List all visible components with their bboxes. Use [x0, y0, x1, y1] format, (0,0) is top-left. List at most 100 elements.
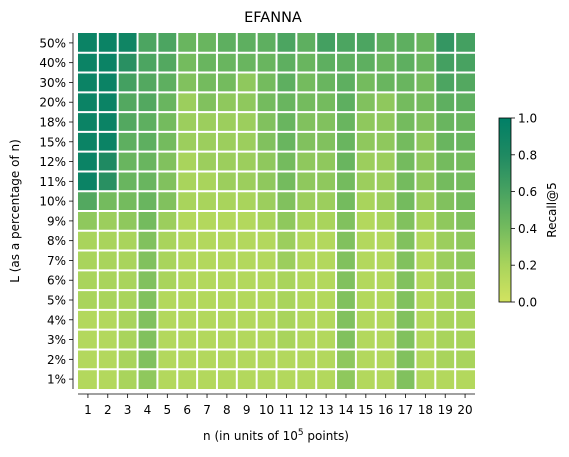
heatmap-cell [177, 369, 197, 389]
heatmap-cell [78, 112, 98, 132]
heatmap-cell [237, 251, 257, 271]
heatmap-cell [336, 171, 356, 191]
heatmap-cell [138, 92, 158, 112]
x-axis-ticks: 1 2 3 4 5 6 7 8 9 10 11 12 13 14 15 16 17 18 19 20 [78, 394, 475, 417]
x-tick-label: 11 [279, 403, 294, 417]
heatmap-cell [356, 171, 376, 191]
heatmap-cell [435, 92, 455, 112]
heatmap-cell [197, 53, 217, 73]
heatmap-cell [177, 330, 197, 350]
heatmap-cell [296, 92, 316, 112]
heatmap-cell [98, 211, 118, 231]
y-tick-label: 6% [47, 274, 66, 288]
heatmap-cell [316, 211, 336, 231]
heatmap-cell [435, 270, 455, 290]
heatmap-cell [336, 53, 356, 73]
heatmap-cell [157, 310, 177, 330]
heatmap-cell [197, 270, 217, 290]
heatmap-cell [217, 53, 237, 73]
heatmap-cell [296, 251, 316, 271]
y-tick-label: 2% [47, 353, 66, 367]
heatmap-cell [98, 290, 118, 310]
heatmap-cell [396, 132, 416, 152]
heatmap-cell [316, 191, 336, 211]
heatmap-cell [177, 191, 197, 211]
heatmap-cell [356, 310, 376, 330]
heatmap-cell [138, 270, 158, 290]
heatmap-cell [396, 211, 416, 231]
heatmap-cell [138, 112, 158, 132]
heatmap-cell [336, 33, 356, 53]
heatmap-cell [376, 73, 396, 93]
heatmap-cell [336, 211, 356, 231]
heatmap-cell [157, 330, 177, 350]
heatmap-cell [435, 132, 455, 152]
heatmap-cell [396, 33, 416, 53]
heatmap-cell [396, 112, 416, 132]
heatmap-cell [396, 310, 416, 330]
heatmap-cell [138, 211, 158, 231]
heatmap-cell [396, 270, 416, 290]
heatmap-cell [118, 290, 138, 310]
y-tick-label: 30% [39, 76, 66, 90]
heatmap-cell [356, 231, 376, 251]
heatmap-cell [78, 73, 98, 93]
heatmap-cell [257, 369, 277, 389]
heatmap-cell [118, 73, 138, 93]
heatmap-gridlines [78, 33, 475, 389]
heatmap-cell [217, 152, 237, 172]
heatmap-cell [98, 270, 118, 290]
heatmap-cell [237, 349, 257, 369]
heatmap-cell [435, 369, 455, 389]
chart-title: EFANNA [244, 10, 302, 26]
heatmap-cell [78, 231, 98, 251]
heatmap-cell [277, 33, 297, 53]
heatmap-cell [237, 73, 257, 93]
heatmap-cell [277, 231, 297, 251]
colorbar-label: Recall@5 [545, 182, 559, 237]
heatmap-cell [157, 53, 177, 73]
heatmap-cell [118, 310, 138, 330]
heatmap-cell [118, 211, 138, 231]
x-tick-label: 14 [338, 403, 353, 417]
heatmap-cell [217, 330, 237, 350]
y-tick-label: 18% [39, 116, 66, 130]
heatmap-cell [336, 369, 356, 389]
heatmap-cell [435, 251, 455, 271]
heatmap-cell [415, 112, 435, 132]
heatmap-cell [277, 92, 297, 112]
x-tick-label: 18 [418, 403, 433, 417]
heatmap-cell [157, 270, 177, 290]
heatmap-cell [177, 270, 197, 290]
heatmap-cell [78, 211, 98, 231]
heatmap-cell [118, 132, 138, 152]
x-tick-label: 19 [438, 403, 453, 417]
heatmap-cell [336, 132, 356, 152]
heatmap-cell [455, 369, 475, 389]
heatmap-cell [277, 112, 297, 132]
heatmap-cell [78, 290, 98, 310]
heatmap-cell [177, 211, 197, 231]
heatmap-cell [217, 310, 237, 330]
heatmap-cell [415, 152, 435, 172]
heatmap-cell [118, 92, 138, 112]
heatmap-cell [78, 132, 98, 152]
heatmap-cell [455, 112, 475, 132]
x-tick-label: 4 [144, 403, 152, 417]
heatmap-cell [177, 53, 197, 73]
heatmap-cell [396, 251, 416, 271]
heatmap-cell [336, 152, 356, 172]
heatmap-cell [157, 191, 177, 211]
heatmap-cell [356, 112, 376, 132]
y-tick-label: 20% [39, 96, 66, 110]
x-tick-label: 8 [223, 403, 231, 417]
heatmap-cell [98, 171, 118, 191]
heatmap-cell [415, 53, 435, 73]
heatmap-cell [78, 369, 98, 389]
heatmap-cell [396, 171, 416, 191]
x-tick-label: 13 [318, 403, 333, 417]
heatmap-cell [376, 191, 396, 211]
heatmap-cell [396, 369, 416, 389]
heatmap-cell [177, 290, 197, 310]
